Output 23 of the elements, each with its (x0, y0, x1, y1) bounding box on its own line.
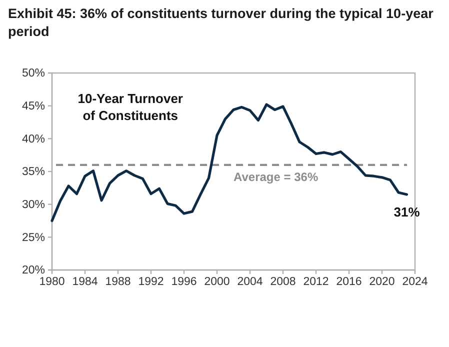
annotation: 31% (394, 204, 420, 220)
x-tick-label: 1984 (72, 276, 98, 288)
x-tick-label: 2000 (204, 276, 230, 288)
y-tick-label: 20% (22, 264, 45, 277)
x-tick-label: 2004 (237, 276, 264, 288)
x-tick-label: 2012 (303, 276, 329, 288)
x-tick-label: 2008 (270, 276, 296, 288)
x-tick-label: 1980 (39, 276, 65, 288)
x-tick-label: 2016 (336, 276, 362, 288)
x-tick-label: 2024 (402, 276, 428, 288)
y-tick-label: 40% (22, 133, 45, 146)
y-tick-label: 30% (22, 199, 45, 212)
x-tick-label: 2020 (369, 276, 395, 288)
ref-line-label: Average = 36% (234, 170, 318, 184)
y-tick-label: 35% (22, 166, 45, 178)
y-tick-label: 50% (22, 68, 45, 80)
y-tick-label: 45% (22, 100, 45, 113)
x-tick-label: 1992 (138, 276, 164, 288)
x-tick-label: 1988 (105, 276, 131, 288)
y-tick-label: 25% (22, 232, 45, 244)
chart-title: Exhibit 45: 36% of constituents turnover during the typical 10-year period (8, 6, 434, 39)
x-tick-label: 1996 (171, 276, 197, 288)
annotation: 10-Year Turnover of Constituents (78, 91, 184, 123)
